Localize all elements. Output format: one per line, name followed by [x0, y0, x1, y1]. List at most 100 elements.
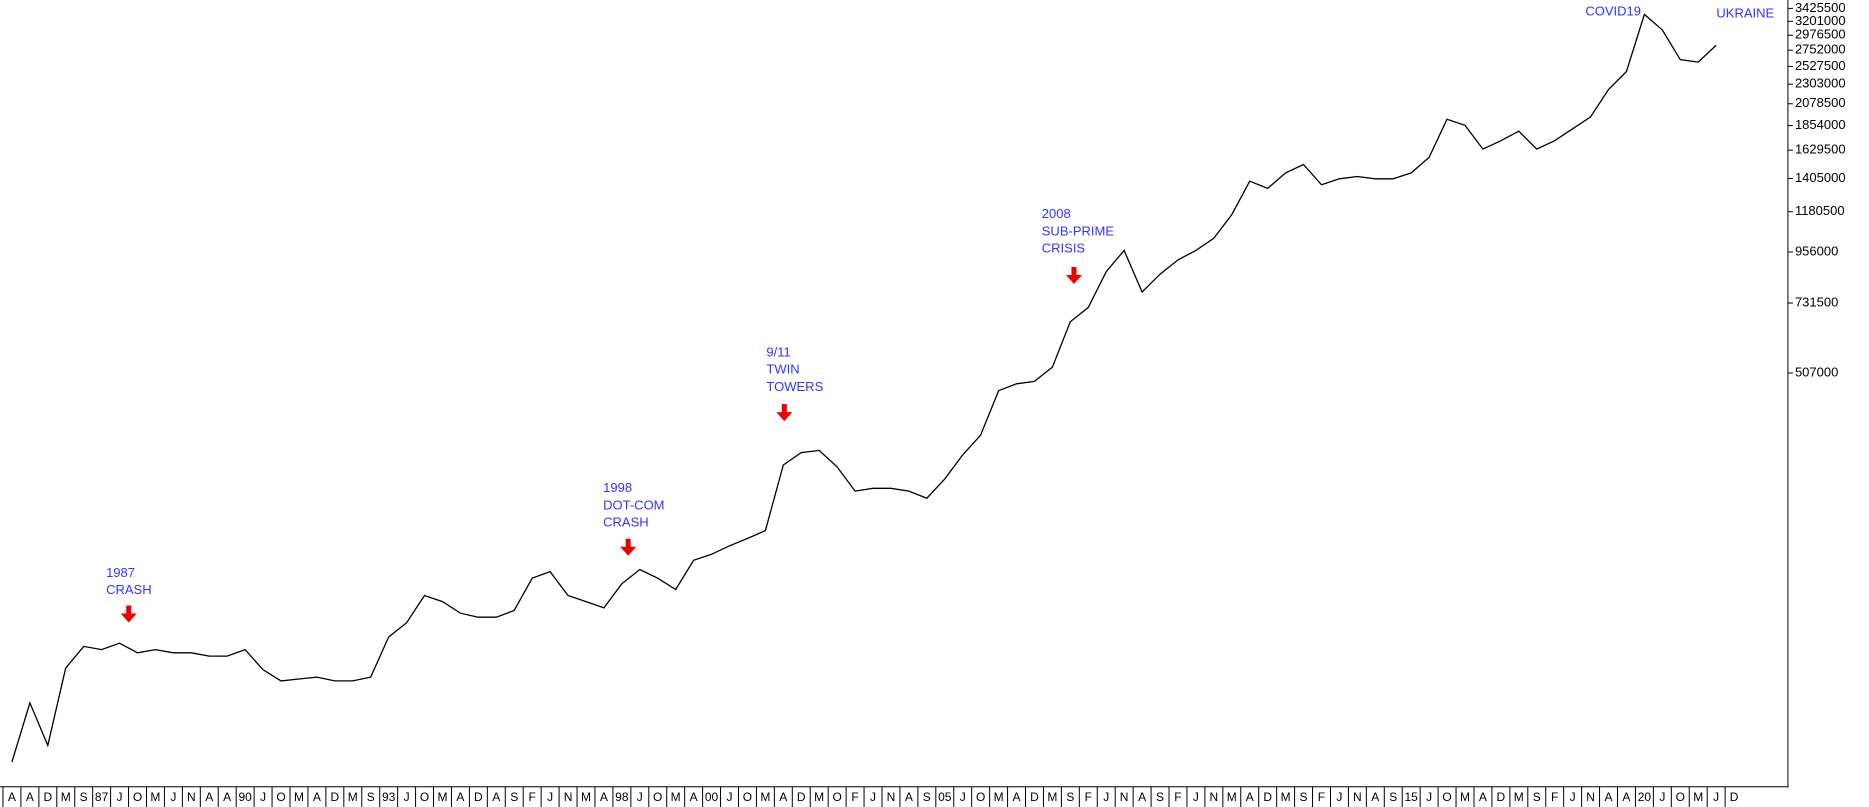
y-tick-label: 2078500 — [1795, 95, 1846, 110]
x-tick-label: O — [832, 790, 841, 804]
annotation-arrow-head — [620, 546, 637, 556]
x-tick-label: J — [1713, 790, 1719, 804]
x-tick-label: M — [1693, 790, 1703, 804]
x-tick-label: A — [492, 790, 500, 804]
x-tick-label: 20 — [1638, 790, 1652, 804]
annotation-text: TWIN — [766, 362, 799, 377]
x-tick-label: F — [1318, 790, 1325, 804]
x-tick-label: D — [1497, 790, 1506, 804]
x-tick-label: N — [1353, 790, 1362, 804]
x-tick-label: A — [1604, 790, 1612, 804]
x-tick-label: N — [564, 790, 573, 804]
x-tick-label: 87 — [95, 790, 109, 804]
x-tick-label: A — [779, 790, 787, 804]
x-tick-label: A — [1622, 790, 1630, 804]
x-tick-label: J — [870, 790, 876, 804]
x-tick-label: S — [510, 790, 518, 804]
x-tick-label: M — [1047, 790, 1057, 804]
x-tick-label: F — [528, 790, 535, 804]
x-tick-label: O — [653, 790, 662, 804]
x-tick-label: O — [976, 790, 985, 804]
annotation-arrow-shaft — [781, 404, 787, 414]
y-tick-label: 2527500 — [1795, 58, 1846, 73]
x-tick-label: J — [1426, 790, 1432, 804]
annotation-text: 2008 — [1042, 206, 1071, 221]
x-tick-label: 90 — [238, 790, 252, 804]
x-tick-label: S — [367, 790, 375, 804]
x-tick-label: M — [437, 790, 447, 804]
x-tick-label: A — [456, 790, 464, 804]
x-tick-label: J — [1570, 790, 1576, 804]
y-tick-label: 1405000 — [1795, 170, 1846, 185]
annotation-arrow-head — [776, 412, 793, 422]
x-tick-label: O — [276, 790, 285, 804]
x-tick-label: 00 — [705, 790, 719, 804]
x-tick-label: J — [547, 790, 553, 804]
x-tick-label: J — [1659, 790, 1665, 804]
x-tick-label: A — [223, 790, 231, 804]
x-tick-label: D — [797, 790, 806, 804]
x-tick-label: O — [1442, 790, 1451, 804]
x-tick-label: J — [1103, 790, 1109, 804]
x-tick-label: D — [474, 790, 483, 804]
x-tick-label: M — [994, 790, 1004, 804]
annotation-text: CRISIS — [1042, 241, 1086, 256]
annotation-arrow-shaft — [625, 538, 631, 548]
x-tick-label: M — [581, 790, 591, 804]
x-tick-label: M — [1281, 790, 1291, 804]
x-tick-label: 98 — [615, 790, 629, 804]
y-tick-label: 731500 — [1795, 294, 1838, 309]
x-tick-label: J — [404, 790, 410, 804]
x-tick-label: M — [294, 790, 304, 804]
x-tick-label: J — [260, 790, 266, 804]
x-tick-label: A — [205, 790, 213, 804]
annotation-text: TOWERS — [766, 379, 823, 394]
x-tick-label: A — [600, 790, 608, 804]
x-tick-label: A — [1138, 790, 1146, 804]
annotation-arrow-head — [120, 613, 137, 623]
annotation-text: DOT-COM — [603, 497, 664, 512]
x-tick-label: M — [760, 790, 770, 804]
x-tick-label: A — [8, 790, 16, 804]
x-tick-label: J — [170, 790, 176, 804]
x-tick-label: N — [1586, 790, 1595, 804]
x-tick-label: M — [348, 790, 358, 804]
y-tick-label: 3425500 — [1795, 0, 1846, 15]
x-tick-label: M — [1227, 790, 1237, 804]
x-tick-label: A — [26, 790, 34, 804]
annotation-arrow-shaft — [126, 605, 132, 615]
x-tick-label: D — [1263, 790, 1272, 804]
y-tick-label: 1629500 — [1795, 142, 1846, 157]
x-tick-label: A — [1479, 790, 1487, 804]
x-tick-label: A — [690, 790, 698, 804]
x-tick-label: A — [1371, 790, 1379, 804]
x-tick-label: 15 — [1404, 790, 1418, 804]
x-tick-label: D — [1730, 790, 1739, 804]
y-tick-label: 1180500 — [1795, 203, 1845, 218]
annotation-text: UKRAINE — [1716, 6, 1774, 21]
y-tick-label: 2976500 — [1795, 27, 1846, 42]
annotation-text: 9/11 — [766, 344, 790, 359]
annotation-text: COVID19 — [1585, 3, 1641, 18]
x-tick-label: J — [117, 790, 123, 804]
x-tick-label: J — [1193, 790, 1199, 804]
annotation-text: 1987 — [106, 565, 135, 580]
annotation-arrow-shaft — [1071, 267, 1077, 276]
annotation-arrow-head — [1065, 275, 1082, 284]
y-tick-label: 1854000 — [1795, 117, 1846, 132]
y-tick-label: 2303000 — [1795, 76, 1846, 91]
x-tick-label: F — [1085, 790, 1092, 804]
x-tick-label: S — [1156, 790, 1164, 804]
y-tick-label: 2752000 — [1795, 42, 1846, 57]
x-tick-label: S — [923, 790, 931, 804]
x-tick-label: N — [1120, 790, 1129, 804]
x-tick-label: S — [80, 790, 88, 804]
x-tick-label: J — [1336, 790, 1342, 804]
x-tick-label: M — [814, 790, 824, 804]
x-tick-label: J — [637, 790, 643, 804]
y-tick-label: 507000 — [1795, 364, 1838, 379]
x-tick-label: F — [1551, 790, 1558, 804]
x-tick-label: J — [726, 790, 732, 804]
x-tick-label: M — [671, 790, 681, 804]
